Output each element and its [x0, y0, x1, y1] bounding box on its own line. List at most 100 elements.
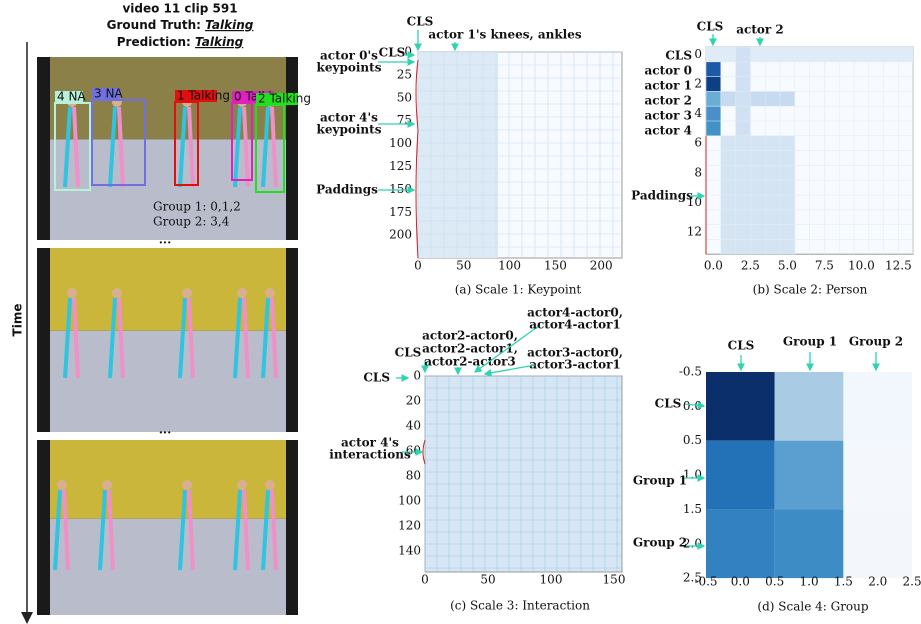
annotation: Group 1	[633, 474, 687, 488]
skeleton	[233, 297, 242, 379]
head	[182, 480, 192, 490]
heat-cell	[774, 372, 844, 441]
skeleton	[117, 297, 125, 379]
skeleton	[270, 489, 278, 571]
y-tick-label: 40	[406, 419, 421, 433]
wall	[50, 440, 286, 519]
y-tick-label: 0	[404, 45, 412, 59]
annotation: keypoints	[317, 123, 382, 137]
skeleton	[117, 106, 125, 188]
x-tick-label: 200	[590, 259, 613, 273]
skeleton	[187, 106, 195, 188]
y-tick-label: 100	[398, 494, 421, 508]
skeleton	[178, 106, 187, 188]
heat-cell	[774, 509, 844, 579]
skeleton	[72, 297, 80, 379]
heatmap	[424, 375, 623, 573]
x-tick-label: 0.0	[704, 259, 723, 273]
heat-cell	[843, 509, 913, 579]
x-tick-label: 50	[456, 259, 471, 273]
head	[57, 480, 67, 490]
annotation: actor 0's	[320, 49, 378, 63]
y-tick-label: 140	[398, 544, 421, 558]
y-tick-label: 20	[406, 394, 421, 408]
heat-cell	[706, 509, 775, 579]
annotation: actor 4's	[341, 436, 399, 450]
y-tick-label: 0.5	[683, 433, 702, 447]
y-tick-label: 175	[389, 205, 412, 219]
x-tick-label: 150	[603, 573, 626, 587]
y-tick-label: 200	[389, 228, 412, 242]
x-tick-label: 5.0	[778, 259, 797, 273]
heat-cell	[706, 106, 721, 121]
head	[237, 288, 247, 298]
ellipsis: ...	[159, 423, 172, 437]
y-tick-label: 0	[413, 369, 421, 383]
annotation: actor3-actor0,	[527, 346, 623, 360]
heat-block	[418, 52, 498, 258]
skeleton	[242, 106, 250, 188]
annotation: CLS	[655, 397, 682, 411]
x-tick-label: 12.5	[885, 259, 912, 273]
head	[182, 288, 192, 298]
x-tick-label: 2.5	[741, 259, 760, 273]
y-tick-label: 25	[397, 67, 412, 81]
skeleton	[242, 297, 250, 379]
wall	[50, 248, 286, 331]
annotation: actor3-actor1	[529, 358, 621, 372]
x-tick-label: 0.5	[765, 575, 784, 589]
y-tick-label: 12	[687, 225, 702, 239]
y-tick-label: 1.5	[683, 502, 702, 516]
head	[237, 480, 247, 490]
x-tick-label: 0	[421, 573, 429, 587]
box-label: 3 NA	[94, 87, 123, 101]
floor	[50, 330, 286, 432]
box-label-bg	[92, 88, 120, 100]
annotation: actor 2	[645, 94, 692, 108]
skeleton	[242, 489, 250, 571]
panel-caption: (b) Scale 2: Person	[753, 283, 868, 297]
annotation: CLS	[407, 15, 434, 29]
head	[102, 480, 112, 490]
group-label: Group 1: 0,1,2	[153, 200, 241, 214]
annotation: actor2-actor3	[424, 355, 516, 369]
heat-cell	[706, 372, 775, 441]
box-label: 2 Talking	[258, 92, 311, 106]
annotation: Paddings	[316, 183, 378, 197]
skeleton	[178, 297, 187, 379]
skeleton	[261, 489, 270, 571]
y-tick-label: -0.5	[679, 365, 702, 379]
y-tick-label: 100	[389, 136, 412, 150]
annotation: CLS	[363, 371, 390, 385]
skeleton	[187, 297, 195, 379]
x-tick-label: 1.5	[834, 575, 853, 589]
annotation: actor4-actor1	[529, 318, 621, 332]
annotation: actor 0	[645, 64, 692, 78]
heat-cell	[706, 91, 721, 107]
annotation-arrow	[483, 364, 536, 377]
heat-cell	[843, 372, 913, 441]
skeleton	[261, 297, 270, 379]
annotation: actor 1's knees, ankles	[428, 28, 582, 42]
prediction: Prediction: Talking	[117, 35, 244, 49]
skeleton	[108, 106, 117, 188]
y-tick-label: 75	[397, 113, 412, 127]
y-tick-label: 2	[694, 77, 702, 91]
annotation: actor 4's	[320, 111, 378, 125]
head	[265, 480, 275, 490]
box-label-bg	[256, 93, 298, 105]
panel-caption: (d) Scale 4: Group	[757, 600, 868, 614]
annotation: CLS	[697, 20, 724, 34]
skeleton	[108, 297, 117, 379]
skeleton	[72, 106, 80, 188]
x-tick-label: 150	[544, 259, 567, 273]
skeleton	[98, 489, 107, 571]
y-tick-label: 8	[694, 165, 702, 179]
panel-caption: (a) Scale 1: Keypoint	[455, 283, 582, 297]
annotation: actor 3	[645, 109, 692, 123]
heat-cell	[706, 76, 721, 92]
x-tick-label: 2.0	[868, 575, 887, 589]
annotation: actor2-actor1,	[422, 342, 518, 356]
head	[112, 288, 122, 298]
